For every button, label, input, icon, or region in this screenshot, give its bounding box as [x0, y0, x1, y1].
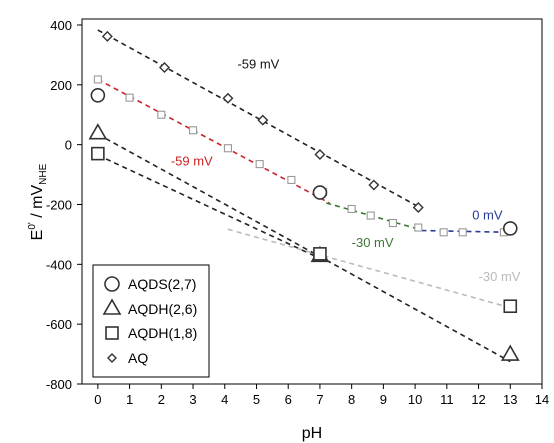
- legend-label-aq: AQ: [128, 350, 148, 366]
- x-tick-label: 5: [253, 392, 260, 407]
- small-square-point: [223, 144, 232, 153]
- diamond-point: [222, 92, 234, 104]
- diamond-point: [158, 61, 170, 73]
- square-point: [503, 299, 518, 314]
- x-tick-label: 0: [94, 392, 101, 407]
- x-tick-label: 3: [189, 392, 196, 407]
- x-tick-label: 7: [316, 392, 323, 407]
- small-square-point: [157, 110, 166, 119]
- axis-ticks: 0 1 2 3 4 5 6 7 8 9 10 11 12 13 14-800-600-400-2000200…: [46, 18, 549, 407]
- diamond-point: [314, 149, 326, 161]
- trend-line: [227, 228, 511, 309]
- triangle-point: [500, 344, 520, 361]
- small-square-point: [366, 211, 375, 220]
- slope-annotation: -59 mV: [237, 56, 279, 71]
- circle-point: [502, 221, 518, 236]
- y-tick-label: 0: [65, 138, 72, 153]
- legend: AQDS(2,7) AQDH(2,6) AQDH(1,8) AQ: [92, 264, 210, 378]
- x-tick-label: 2: [158, 392, 165, 407]
- x-tick-label: 13: [503, 392, 517, 407]
- x-tick-label: 1: [126, 392, 133, 407]
- diamond-point: [412, 201, 424, 213]
- x-tick-label: 4: [221, 392, 228, 407]
- small-square-point: [388, 218, 397, 228]
- small-square-point: [347, 204, 356, 214]
- x-tick-label: 11: [440, 392, 454, 407]
- legend-diamond-marker: [107, 353, 117, 363]
- x-tick-label: 8: [348, 392, 355, 407]
- slope-annotation: -59 mV: [171, 154, 213, 169]
- square-point: [91, 146, 105, 161]
- trend-line: [97, 133, 511, 363]
- legend-label-aqdh26: AQDH(2,6): [128, 301, 197, 317]
- small-square-point: [93, 75, 102, 84]
- x-tick-label: 10: [408, 392, 422, 407]
- circle-point: [312, 185, 328, 200]
- small-square-point: [188, 126, 198, 135]
- slope-annotation: -30 mV: [479, 269, 521, 284]
- y-tick-label: -200: [46, 197, 72, 212]
- y-tick-label: 400: [50, 18, 72, 33]
- trend-line: [421, 229, 511, 234]
- small-square-point: [255, 160, 264, 169]
- x-tick-label: 14: [535, 392, 549, 407]
- y-tick-label: -400: [46, 257, 72, 272]
- diamond-point: [257, 114, 269, 126]
- small-square-point: [414, 223, 423, 232]
- triangle-point: [88, 123, 108, 140]
- trend-line: [97, 154, 321, 260]
- y-axis-label: E0' / mVNHE: [27, 163, 49, 240]
- legend-square-marker: [105, 326, 119, 340]
- legend-label-aqds27: AQDS(2,7): [128, 276, 196, 292]
- slope-annotation: 0 mV: [472, 207, 503, 222]
- y-tick-label: -800: [46, 377, 72, 392]
- x-tick-label: 9: [380, 392, 387, 407]
- x-tick-label: 12: [471, 392, 485, 407]
- slope-annotation: -30 mV: [352, 235, 394, 250]
- small-square-point: [439, 228, 448, 237]
- small-square-point: [287, 175, 296, 185]
- legend-circle-marker: [104, 276, 120, 292]
- diamond-point: [368, 179, 380, 191]
- plot-frame: [81, 18, 543, 385]
- legend-label-aqdh18: AQDH(1,8): [128, 325, 197, 341]
- y-tick-label: 200: [50, 78, 72, 93]
- data-points: [88, 30, 520, 361]
- line-annotations: -59 mV -59 mV -30 mV 0 mV -30 mV: [171, 56, 521, 283]
- small-square-point: [125, 93, 134, 102]
- y-tick-label: -600: [46, 317, 72, 332]
- circle-point: [90, 87, 106, 103]
- square-point: [313, 247, 327, 261]
- small-square-point: [458, 228, 467, 237]
- diamond-point: [101, 30, 113, 42]
- x-axis-label: pH: [302, 425, 322, 442]
- legend-triangle-marker: [102, 298, 122, 315]
- x-tick-label: 6: [285, 392, 292, 407]
